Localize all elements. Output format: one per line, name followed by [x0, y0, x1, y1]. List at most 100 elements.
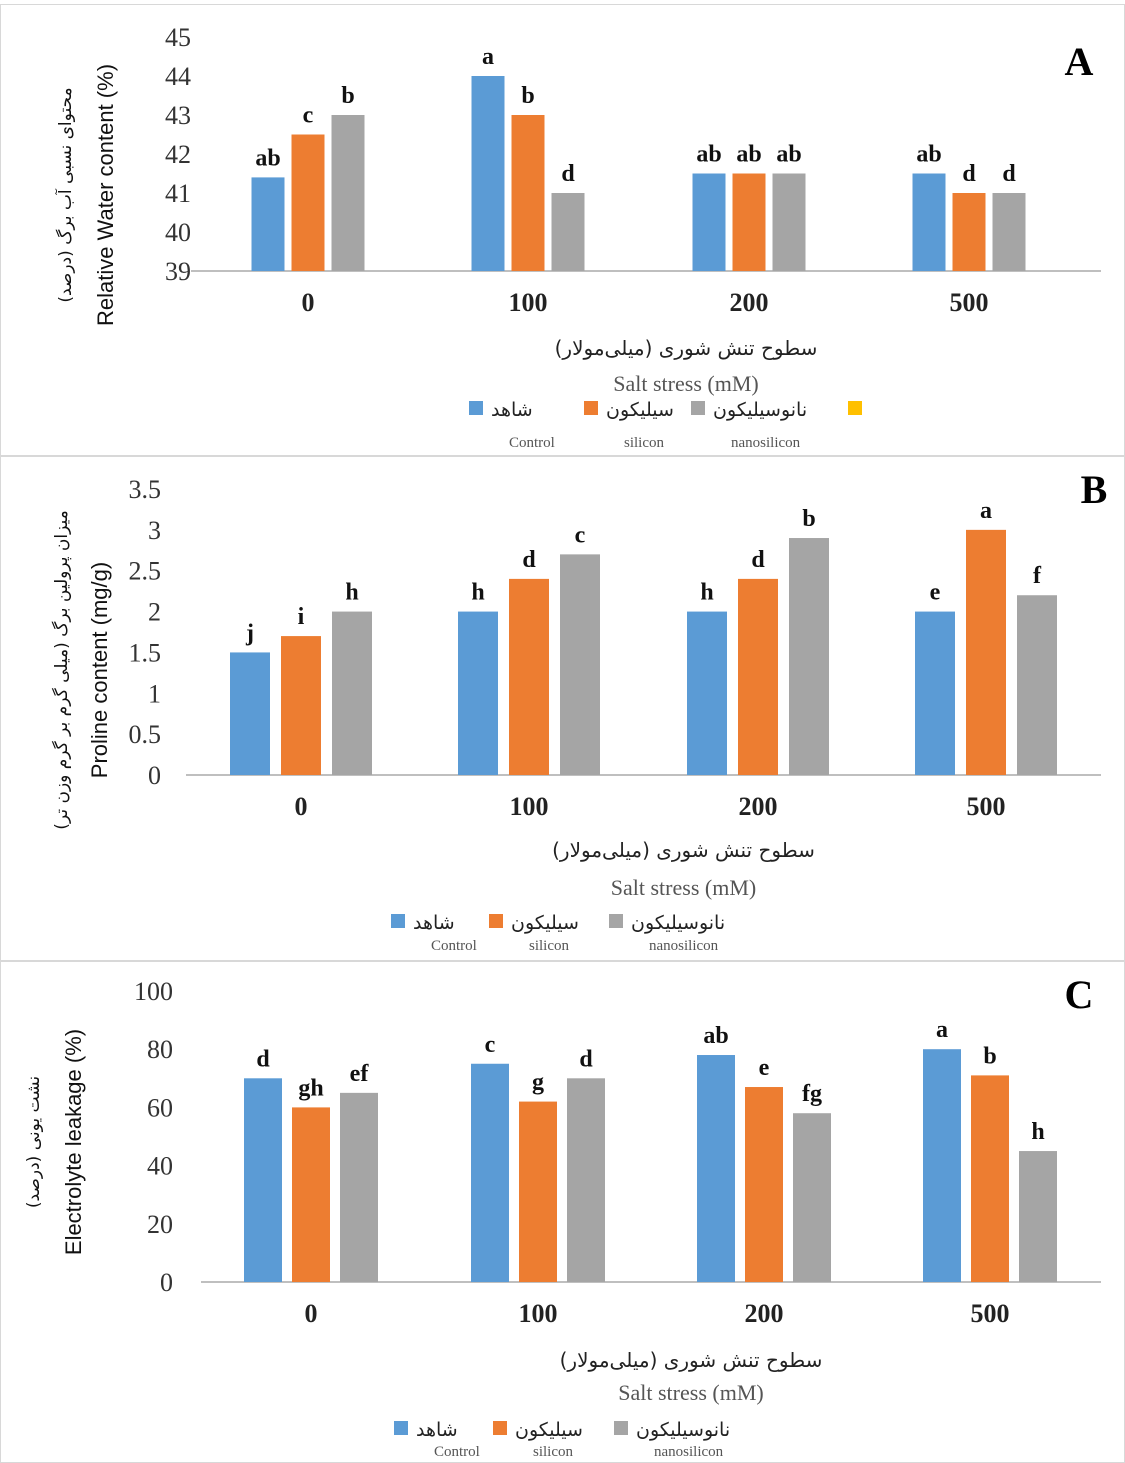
significance-letter: e: [759, 1055, 770, 1081]
bar-silicon: [745, 1087, 783, 1282]
panel-letter: C: [1065, 972, 1094, 1017]
legend-label: silicon: [624, 435, 664, 451]
significance-letter: ef: [350, 1061, 370, 1087]
significance-letter: ab: [703, 1023, 728, 1049]
bar-nanosilicon: [331, 115, 365, 271]
legend-label-fa: نانوسیلیکون: [631, 912, 725, 934]
significance-letter: b: [521, 83, 534, 109]
y-tick-label: 43: [165, 101, 191, 130]
significance-letter: ab: [696, 142, 721, 168]
y-axis-title: Proline content (mg/g): [87, 562, 112, 778]
bar-silicon: [291, 134, 325, 271]
chart-panel-b: B 0 0.5 1 1.5 2 2.5 3 3.5 j h h e i d d a h c b f 0 100 200 500 س…: [0, 456, 1125, 961]
legend-label-fa: شاهد: [416, 1419, 458, 1441]
y-tick-label: 42: [165, 140, 191, 169]
significance-letter: gh: [298, 1075, 323, 1101]
category-label: 200: [730, 288, 769, 317]
x-axis-title: Salt stress (mM): [618, 1380, 763, 1405]
bar-silicon: [738, 578, 778, 775]
significance-letter: h: [471, 580, 484, 606]
y-tick-label: 2: [148, 598, 161, 627]
significance-letter: ab: [255, 145, 280, 171]
bar-nanosilicon: [340, 1092, 378, 1282]
y-tick-label: 0.5: [129, 720, 162, 749]
bar-nanosilicon: [992, 193, 1026, 271]
category-label: 100: [510, 792, 549, 821]
significance-letter: g: [532, 1070, 544, 1096]
category-label: 100: [519, 1299, 558, 1328]
category-label: 500: [971, 1299, 1010, 1328]
x-axis-title-fa: سطوح تنش شوری (میلی‌مولار): [552, 838, 815, 862]
chart-b-svg: B 0 0.5 1 1.5 2 2.5 3 3.5 j h h e i d d a h c b f 0 100 200 500 س…: [51, 467, 1108, 954]
y-axis-title-fa: میزان پرولین برگ (میلی گرم بر گرم وزن تر…: [51, 510, 72, 829]
significance-letter: i: [298, 604, 305, 630]
x-axis-title-fa: سطوح تنش شوری (میلی‌مولار): [560, 1348, 823, 1372]
significance-letter: b: [983, 1043, 996, 1069]
bar-control: [251, 177, 285, 271]
y-tick-label: 1: [148, 679, 161, 708]
bar-silicon: [509, 578, 549, 775]
legend-swatch-control: [394, 1421, 408, 1435]
significance-letter: d: [1002, 161, 1016, 187]
significance-letter: b: [341, 83, 354, 109]
legend-label: silicon: [529, 938, 569, 954]
significance-letter: d: [561, 161, 575, 187]
significance-letter: a: [980, 498, 992, 524]
significance-letter: d: [256, 1046, 270, 1072]
y-tick-label: 40: [165, 218, 191, 247]
significance-letter: d: [522, 547, 536, 573]
bar-control: [244, 1078, 282, 1282]
category-label: 200: [745, 1299, 784, 1328]
category-label: 200: [739, 792, 778, 821]
bar-control: [923, 1049, 961, 1282]
legend-swatch-silicon: [489, 914, 503, 928]
legend-swatch-control: [391, 914, 405, 928]
bar-silicon: [952, 193, 986, 271]
legend-label-fa: شاهد: [413, 912, 455, 934]
bar-silicon: [732, 173, 766, 271]
category-label: 0: [305, 1299, 318, 1328]
legend-label: Control: [431, 938, 477, 954]
panel-letter: A: [1065, 39, 1094, 84]
significance-letter: h: [345, 580, 358, 606]
panel-letter: B: [1081, 467, 1108, 512]
bar-nanosilicon: [772, 173, 806, 271]
category-label: 0: [302, 288, 315, 317]
legend-label-fa: نانوسیلیکون: [713, 399, 807, 421]
significance-letter: d: [962, 161, 976, 187]
significance-letter: a: [936, 1017, 948, 1043]
y-tick-label: 1.5: [129, 638, 162, 667]
legend-swatch-extra: [848, 401, 862, 415]
bar-silicon: [519, 1101, 557, 1282]
significance-letter: d: [751, 547, 765, 573]
legend-swatch-nanosilicon: [609, 914, 623, 928]
y-axis-title-fa: نشت یونی (درصد): [24, 1076, 44, 1208]
significance-letter: fg: [802, 1081, 822, 1107]
bar-nanosilicon: [793, 1113, 831, 1282]
significance-letter: ab: [776, 142, 801, 168]
bar-silicon: [966, 529, 1006, 775]
y-tick-label: 0: [148, 761, 161, 790]
bar-control: [912, 173, 946, 271]
bar-control: [692, 173, 726, 271]
legend-label-fa: نانوسیلیکون: [636, 1419, 730, 1441]
significance-letter: c: [575, 522, 586, 548]
significance-letter: c: [485, 1032, 496, 1058]
bar-nanosilicon: [567, 1078, 605, 1282]
y-tick-label: 44: [165, 62, 191, 91]
legend-swatch-nanosilicon: [691, 401, 705, 415]
category-label: 500: [950, 288, 989, 317]
legend-swatch-silicon: [493, 1421, 507, 1435]
y-tick-label: 100: [134, 977, 173, 1006]
y-tick-label: 3.5: [129, 475, 162, 504]
x-axis-title-fa: سطوح تنش شوری (میلی‌مولار): [555, 336, 818, 360]
legend-swatch-silicon: [584, 401, 598, 415]
significance-letter: e: [930, 580, 941, 606]
y-axis-title: Relative Water content (%): [93, 64, 118, 326]
y-tick-label: 40: [147, 1152, 173, 1181]
y-tick-label: 45: [165, 23, 191, 52]
significance-letter: ab: [736, 142, 761, 168]
legend-label-fa: شاهد: [491, 399, 533, 421]
y-tick-label: 41: [165, 179, 191, 208]
significance-letter: b: [802, 506, 815, 532]
